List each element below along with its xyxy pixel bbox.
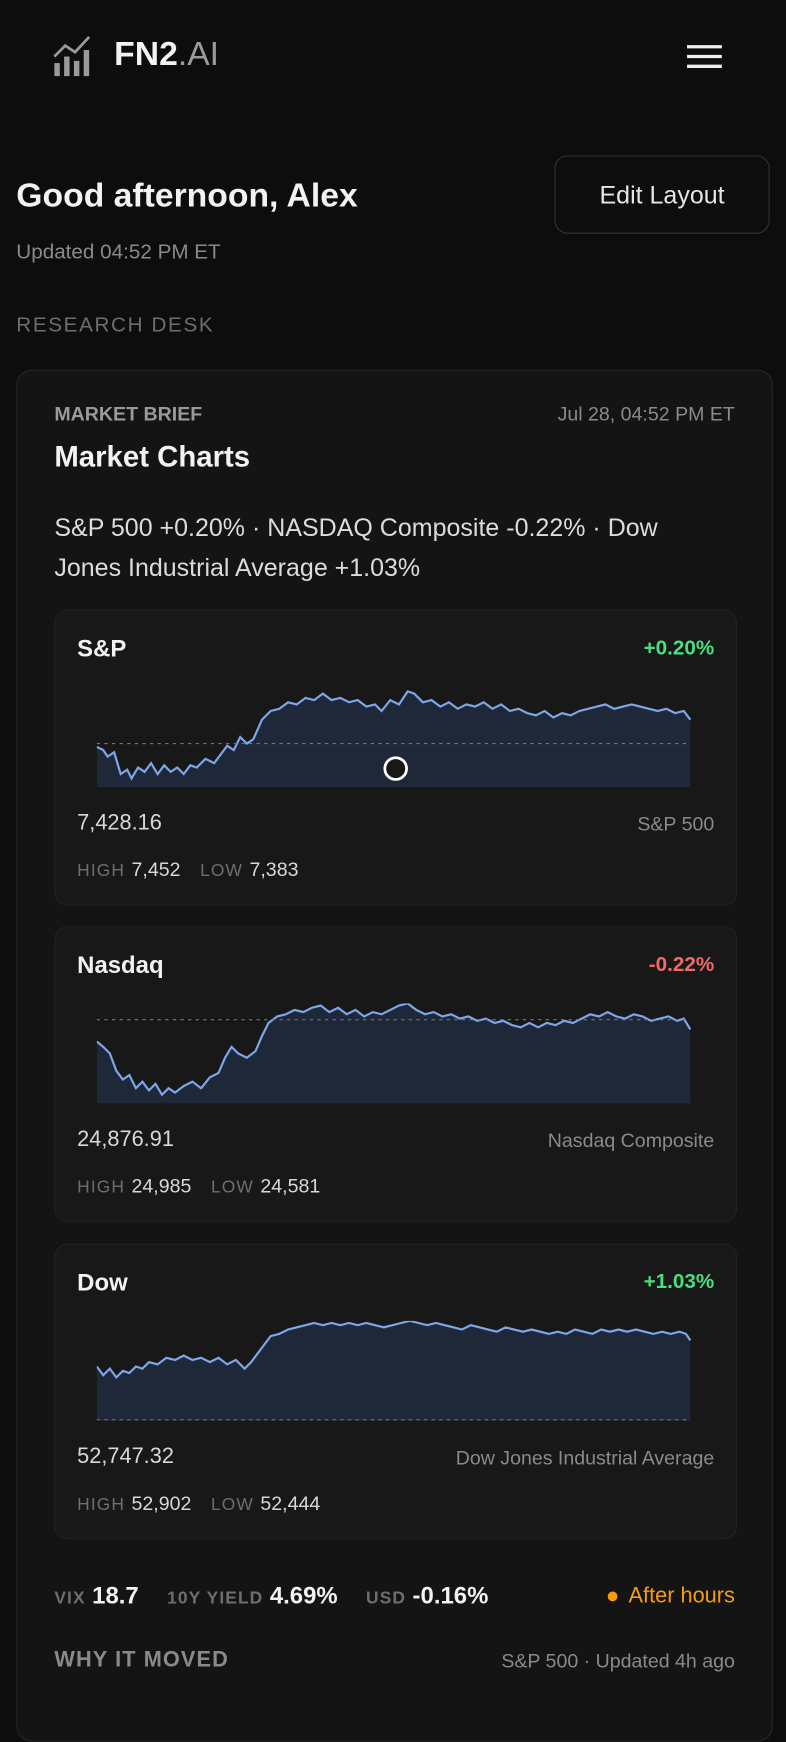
app: FN2.AI Good afternoon, Alex Updated 04:5… [16, 35, 773, 1742]
stats-row: VIX 18.7 10Y YIELD 4.69% USD -0.16% [54, 1582, 488, 1610]
index-change: +0.20% [643, 637, 715, 660]
index-change: +1.03% [643, 1270, 715, 1294]
index-change: -0.22% [648, 953, 715, 977]
sparkline [96, 1003, 692, 1104]
chart-card: S&P +0.20% 7,428.16 S&P 500 HIGH 7,452 LOW… [54, 609, 738, 906]
menu-button[interactable] [685, 43, 724, 69]
chart-card: Nasdaq -0.22% 24,876.91 Nasdaq Composite… [54, 926, 738, 1222]
low: 7,383 [249, 858, 299, 881]
index-name: Dow [77, 1268, 128, 1296]
brand: FN2.AI [114, 35, 219, 74]
page: FN2.AI Good afternoon, Alex Updated 04:5… [16, 34, 773, 1742]
stat-value: -0.16% [412, 1581, 489, 1609]
stat-value: 18.7 [92, 1581, 139, 1609]
index-full-name: Dow Jones Industrial Average [455, 1446, 715, 1469]
high-low: HIGH 24,985 LOW 24,581 [77, 1175, 320, 1198]
status-text: After hours [628, 1583, 735, 1608]
index-value: 24,876.91 [77, 1127, 174, 1152]
high-label: HIGH [77, 1178, 126, 1197]
index-full-name: S&P 500 [637, 813, 715, 835]
logo-icon [53, 36, 91, 77]
stat-label: VIX [54, 1589, 86, 1608]
kicker: MARKET BRIEF [54, 403, 203, 426]
high-low: HIGH 52,902 LOW 52,444 [77, 1493, 320, 1516]
high-label: HIGH [77, 1495, 126, 1515]
low: 52,444 [260, 1492, 321, 1515]
high: 24,985 [131, 1175, 192, 1197]
why-title: WHY IT MOVED [54, 1648, 229, 1672]
index-value: 7,428.16 [77, 810, 162, 835]
summary: S&P 500 +0.20% · NASDAQ Composite -0.22%… [54, 513, 658, 582]
index-value: 52,747.32 [77, 1444, 174, 1469]
low: 24,581 [260, 1175, 321, 1197]
edit-layout-button[interactable]: Edit Layout [554, 155, 770, 234]
why-meta: S&P 500 · Updated 4h ago [501, 1650, 735, 1672]
index-name: S&P [77, 634, 127, 663]
high: 7,452 [131, 858, 181, 881]
timestamp: Jul 28, 04:52 PM ET [557, 403, 735, 426]
status-dot [607, 1591, 618, 1602]
index-full-name: Nasdaq Composite [547, 1129, 715, 1152]
stat-label: 10Y YIELD [167, 1589, 264, 1608]
stat-value: 4.69% [269, 1581, 338, 1609]
stat-label: USD [366, 1589, 407, 1608]
market-status: After hours [607, 1583, 735, 1609]
card-title: Market Charts [54, 440, 251, 473]
greeting: Good afternoon, Alex [16, 176, 358, 215]
market-brief-card: MARKET BRIEF Jul 28, 04:52 PM ET Market … [16, 369, 773, 1742]
section-label: RESEARCH DESK [16, 314, 215, 338]
updated: Updated 04:52 PM ET [16, 241, 221, 265]
high-label: HIGH [77, 862, 126, 881]
low-label: LOW [210, 1178, 254, 1197]
sparkline [96, 690, 692, 788]
low-label: LOW [210, 1495, 254, 1515]
brand-name: FN2 [114, 34, 178, 73]
sparkline [96, 1320, 692, 1421]
high: 52,902 [131, 1492, 192, 1515]
index-name: Nasdaq [77, 951, 164, 979]
brand-suffix: .AI [177, 34, 220, 73]
high-low: HIGH 7,452 LOW 7,383 [77, 859, 298, 882]
chart-card: Dow +1.03% 52,747.32 Dow Jones Industria… [54, 1243, 738, 1540]
low-label: LOW [200, 862, 243, 881]
